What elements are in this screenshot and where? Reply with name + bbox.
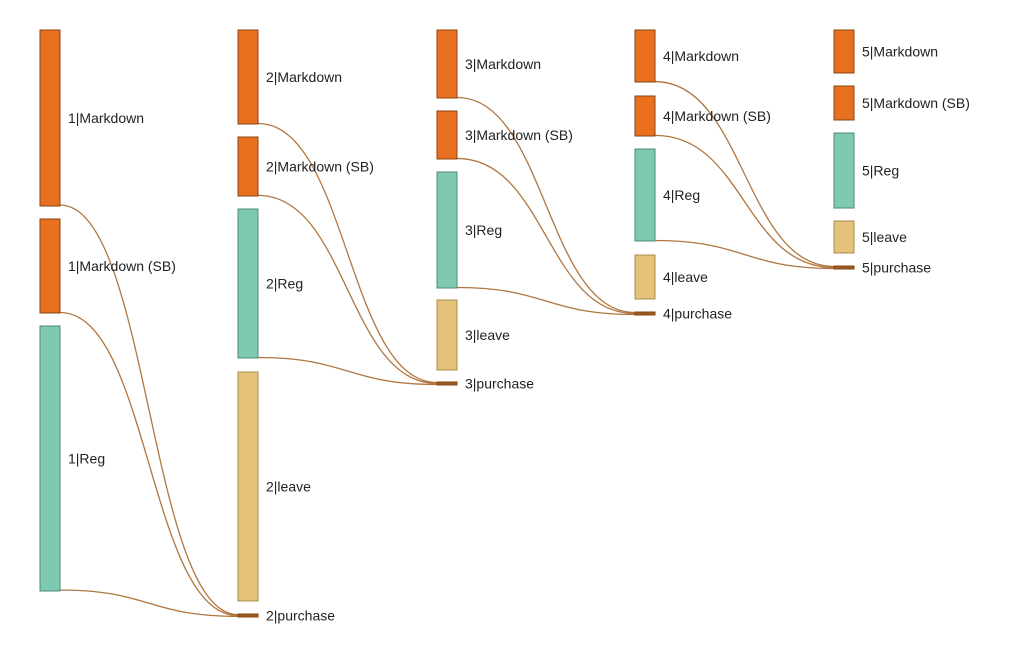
- link-3r-to-4r: [457, 166, 635, 266]
- link-3r-to-4l: [457, 266, 635, 299]
- link-4m-to-5r: [655, 66, 834, 141]
- link-1m-to-2p: [59, 204, 239, 616]
- link-3r-to-4p: [456, 286, 636, 316]
- link-3m-to-4r: [457, 75, 635, 158]
- node-label-3p: 3|purchase: [465, 376, 534, 392]
- link-4ms-to-5l: [655, 128, 834, 238]
- link-1r-to-2r: [60, 241, 238, 465]
- node-2ms[interactable]: [237, 136, 259, 197]
- node-label-4ms: 4|Markdown (SB): [663, 108, 771, 124]
- link-2r-to-3l: [258, 322, 437, 370]
- node-label-3r: 3|Reg: [465, 222, 502, 238]
- link-4r-to-5p: [654, 239, 835, 270]
- link-2ms-to-3p: [257, 194, 438, 385]
- node-5l[interactable]: [833, 220, 855, 254]
- link-3ms-to-4l: [457, 148, 635, 278]
- node-4p[interactable]: [634, 311, 656, 316]
- node-label-5r: 5|Reg: [862, 163, 899, 179]
- node-5r[interactable]: [833, 132, 855, 209]
- link-1r-to-2p: [59, 589, 239, 618]
- link-4m-to-5l: [655, 73, 834, 231]
- sankey-labels: 1|Markdown 1|Markdown (SB) 1|Reg 2|Markdown…: [68, 44, 970, 624]
- link-2r-to-3m: [258, 87, 437, 220]
- node-label-5l: 5|leave: [862, 229, 907, 245]
- node-label-2r: 2|Reg: [266, 276, 303, 292]
- node-3m[interactable]: [436, 29, 458, 99]
- node-label-4l: 4|leave: [663, 269, 708, 285]
- node-label-4p: 4|purchase: [663, 306, 732, 322]
- node-3l[interactable]: [436, 299, 458, 371]
- sankey-links: [59, 30, 835, 618]
- node-2l[interactable]: [237, 371, 259, 602]
- link-1r-to-2m: [60, 111, 238, 339]
- node-label-2ms: 2|Markdown (SB): [266, 159, 374, 175]
- node-5p[interactable]: [833, 265, 855, 270]
- node-label-2p: 2|purchase: [266, 608, 335, 624]
- node-label-1r: 1|Reg: [68, 451, 105, 467]
- node-4l[interactable]: [634, 254, 656, 300]
- node-label-5ms: 5|Markdown (SB): [862, 95, 970, 111]
- link-1r-to-2l: [60, 465, 238, 601]
- link-2m-to-3p: [257, 122, 438, 384]
- node-4m[interactable]: [634, 29, 656, 83]
- node-label-4m: 4|Markdown: [663, 48, 739, 64]
- node-4r[interactable]: [634, 148, 656, 242]
- node-1r[interactable]: [39, 325, 61, 592]
- node-5m[interactable]: [833, 29, 855, 74]
- node-label-3m: 3|Markdown: [465, 56, 541, 72]
- link-4ms-to-5p: [654, 134, 835, 269]
- node-1ms[interactable]: [39, 218, 61, 314]
- link-2r-to-3p: [257, 356, 438, 386]
- link-1m-to-2r: [60, 110, 238, 226]
- link-3m-to-4p: [456, 96, 636, 314]
- link-1m-to-2l: [60, 128, 238, 446]
- link-4m-to-5p: [654, 80, 835, 268]
- node-label-1ms: 1|Markdown (SB): [68, 258, 176, 274]
- link-4r-to-5l: [655, 226, 834, 253]
- node-label-5m: 5|Markdown: [862, 44, 938, 60]
- link-1m-to-2m: [60, 30, 238, 91]
- link-1ms-to-2ms: [60, 162, 238, 258]
- node-5ms[interactable]: [833, 85, 855, 121]
- node-1m[interactable]: [39, 29, 61, 207]
- node-label-3l: 3|leave: [465, 327, 510, 343]
- node-2p[interactable]: [237, 613, 259, 618]
- node-4ms[interactable]: [634, 95, 656, 137]
- node-3r[interactable]: [436, 171, 458, 289]
- link-2r-to-3r: [258, 194, 437, 322]
- link-2ms-to-3m: [258, 74, 437, 154]
- node-3ms[interactable]: [436, 110, 458, 160]
- node-2r[interactable]: [237, 208, 259, 359]
- node-label-3ms: 3|Markdown (SB): [465, 127, 573, 143]
- sankey-nodes: [39, 29, 855, 618]
- node-label-5p: 5|purchase: [862, 260, 931, 276]
- node-label-4r: 4|Reg: [663, 187, 700, 203]
- node-label-2m: 2|Markdown: [266, 69, 342, 85]
- link-3ms-to-4p: [456, 157, 636, 315]
- node-label-2l: 2|leave: [266, 479, 311, 495]
- link-1ms-to-2p: [59, 311, 239, 617]
- link-2ms-to-3l: [258, 181, 437, 330]
- node-3p[interactable]: [436, 381, 458, 386]
- link-3m-to-4l: [457, 83, 635, 269]
- node-2m[interactable]: [237, 29, 259, 125]
- node-label-1m: 1|Markdown: [68, 110, 144, 126]
